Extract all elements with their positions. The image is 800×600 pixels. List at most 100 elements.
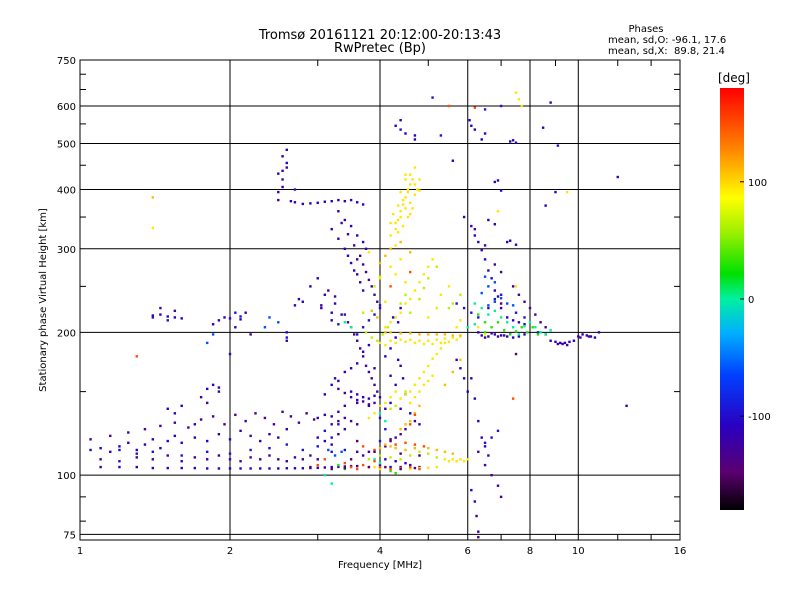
- data-point: [323, 473, 327, 477]
- x-tick-label: 2: [227, 546, 233, 557]
- data-point: [404, 448, 407, 452]
- data-point: [223, 316, 226, 319]
- data-point: [508, 239, 512, 242]
- data-point: [389, 339, 392, 342]
- data-point: [378, 395, 382, 399]
- data-point: [493, 263, 497, 266]
- data-point: [404, 302, 407, 305]
- data-point: [173, 421, 177, 424]
- data-point: [493, 297, 497, 301]
- data-point: [409, 463, 412, 467]
- data-point: [391, 316, 395, 319]
- data-point: [439, 341, 443, 345]
- data-point: [199, 395, 203, 399]
- data-point: [593, 336, 597, 339]
- data-point: [337, 465, 340, 469]
- data-point: [404, 441, 407, 445]
- data-point: [413, 134, 417, 137]
- data-point: [470, 124, 473, 127]
- data-point: [349, 419, 353, 423]
- data-point: [340, 313, 343, 316]
- data-point: [151, 316, 155, 319]
- data-point: [409, 390, 412, 393]
- data-point: [483, 275, 487, 278]
- data-point: [394, 124, 397, 127]
- data-point: [418, 450, 421, 454]
- data-point: [391, 212, 395, 216]
- data-point: [217, 386, 221, 389]
- data-point: [396, 321, 400, 324]
- data-point: [361, 445, 365, 448]
- data-point: [505, 316, 509, 319]
- data-point: [358, 254, 362, 257]
- data-point: [249, 333, 252, 336]
- data-point: [343, 427, 347, 431]
- data-point: [343, 466, 347, 470]
- data-point: [99, 446, 102, 450]
- data-point: [384, 445, 387, 448]
- data-point: [536, 331, 540, 334]
- data-point: [180, 466, 183, 470]
- data-point: [399, 397, 402, 400]
- data-point: [361, 350, 365, 353]
- data-point: [277, 198, 280, 202]
- data-point: [490, 332, 493, 335]
- data-point: [343, 247, 347, 250]
- data-point: [239, 318, 242, 321]
- data-point: [337, 210, 340, 213]
- data-point: [346, 321, 350, 324]
- data-point: [477, 316, 480, 319]
- data-point: [285, 336, 288, 339]
- data-point: [309, 285, 312, 288]
- data-point: [418, 297, 421, 301]
- data-point: [435, 352, 438, 356]
- data-point: [205, 450, 209, 454]
- data-point: [399, 467, 402, 471]
- data-point: [517, 321, 521, 324]
- data-point: [389, 265, 392, 268]
- data-point: [483, 108, 487, 111]
- data-point: [427, 452, 430, 455]
- data-point: [413, 446, 417, 450]
- data-point: [349, 198, 353, 202]
- data-point: [316, 416, 319, 420]
- data-points: [89, 91, 628, 539]
- data-point: [373, 450, 376, 454]
- data-point: [499, 293, 503, 296]
- data-point: [399, 302, 402, 305]
- data-point: [451, 334, 455, 337]
- data-point: [281, 178, 284, 181]
- data-point: [399, 190, 402, 194]
- colorbar-tick-label: -100: [748, 412, 771, 423]
- data-point: [483, 321, 487, 324]
- data-point: [180, 317, 183, 320]
- data-point: [480, 334, 483, 337]
- data-point: [473, 397, 477, 400]
- data-point: [409, 251, 412, 254]
- data-point: [394, 341, 397, 345]
- data-point: [394, 443, 397, 446]
- data-point: [337, 432, 340, 436]
- data-point: [330, 467, 333, 471]
- data-point: [413, 466, 417, 470]
- data-point: [514, 311, 518, 314]
- data-point: [166, 407, 169, 410]
- data-point: [301, 448, 305, 452]
- data-point: [228, 452, 232, 455]
- data-point: [277, 321, 280, 324]
- data-point: [514, 285, 518, 288]
- data-point: [473, 227, 477, 231]
- data-point: [384, 465, 387, 469]
- data-point: [285, 460, 288, 463]
- data-point: [316, 445, 319, 448]
- data-point: [135, 452, 138, 455]
- data-point: [496, 295, 500, 298]
- data-point: [394, 404, 397, 408]
- data-point: [475, 514, 478, 518]
- data-point: [151, 458, 155, 461]
- data-point: [166, 439, 169, 443]
- data-point: [389, 407, 392, 410]
- data-point: [352, 333, 356, 336]
- data-point: [508, 140, 512, 143]
- data-point: [151, 196, 155, 199]
